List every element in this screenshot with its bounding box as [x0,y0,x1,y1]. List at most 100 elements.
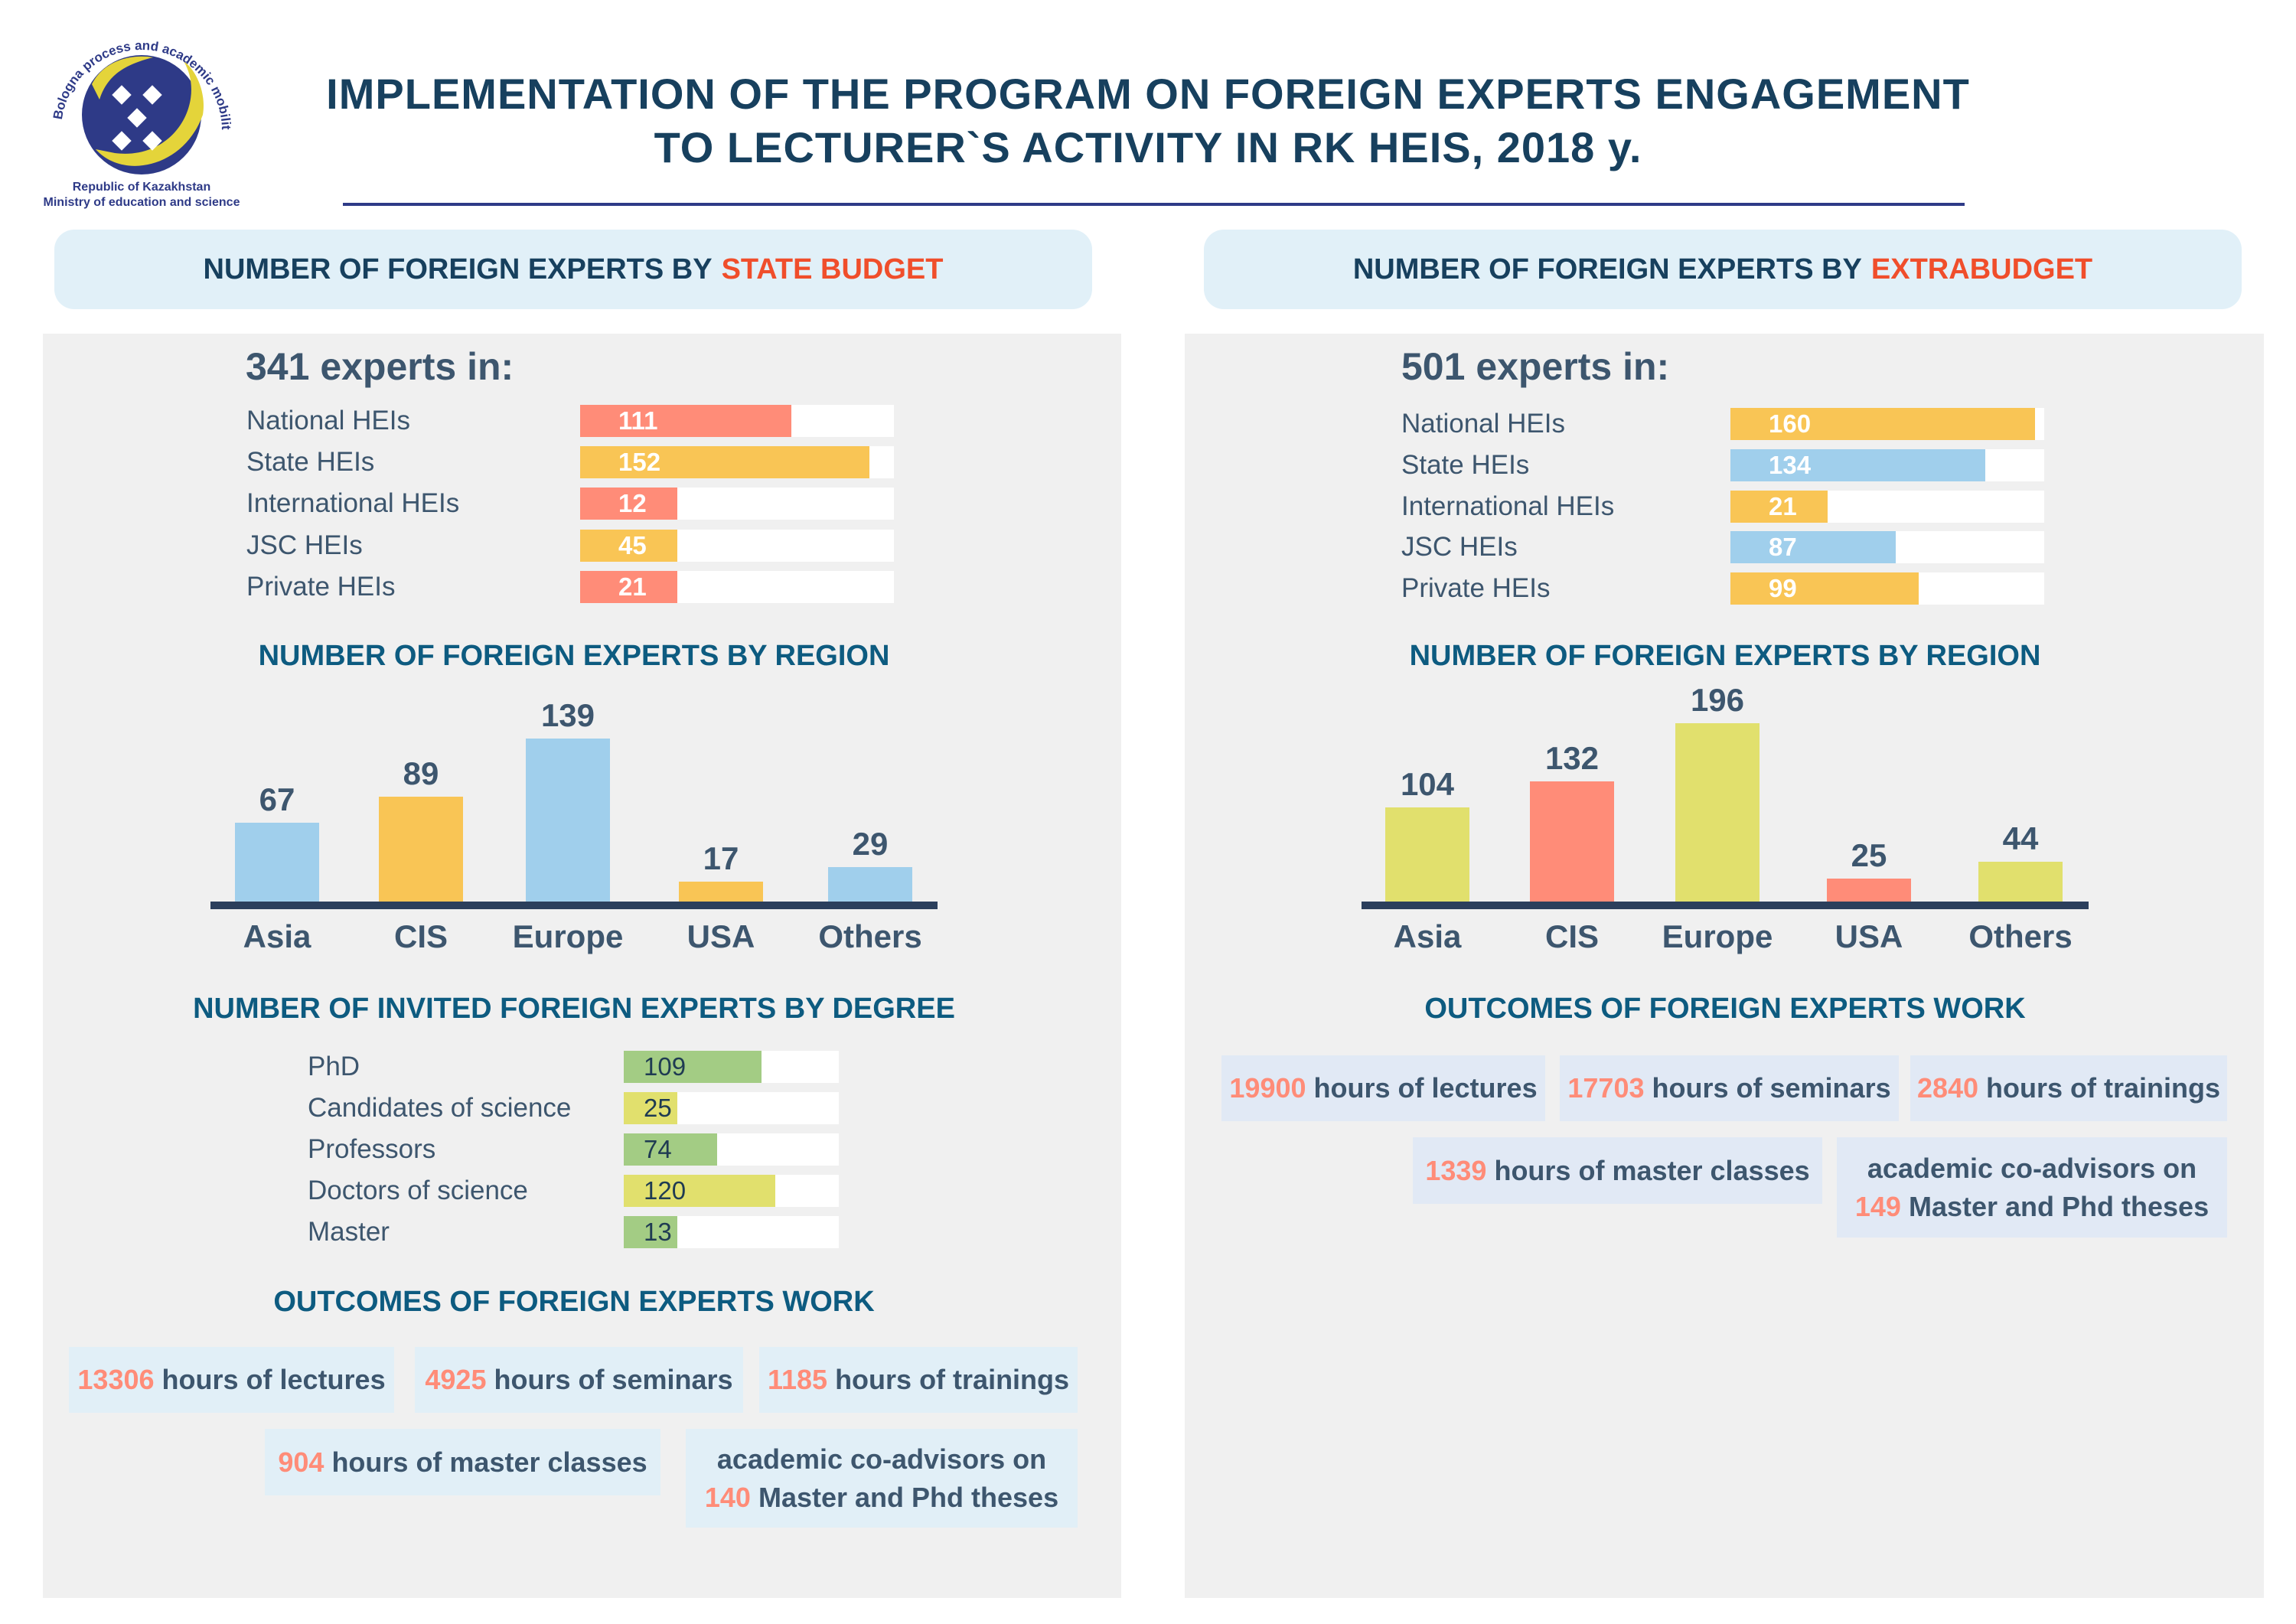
hei-label: Private HEIs [1401,573,1551,603]
outcome-card: 2840 hours of trainings [1910,1055,2227,1121]
outcome-text: hours of lectures [161,1364,386,1395]
hei-label: State HEIs [246,447,375,477]
degree-bar-track: 25 [624,1092,839,1124]
chart-axis [210,902,938,909]
degree-label: Candidates of science [308,1093,572,1123]
category-label: Europe [512,918,624,954]
hei-bar-fill: 134 [1730,449,1985,481]
state-region-title: NUMBER OF FOREIGN EXPERTS BY REGION [258,640,890,672]
degree-title: NUMBER OF INVITED FOREIGN EXPERTS BY DEG… [193,993,955,1025]
state-total: 341 experts in: [246,345,514,388]
category-label: Asia [1393,918,1462,954]
hei-label: State HEIs [1401,450,1530,480]
chart-bar [1978,861,2063,902]
heading-prefix: NUMBER OF FOREIGN EXPERTS BY [1352,253,1862,285]
outcome-text: hours of master classes [1494,1154,1810,1186]
hei-bar-fill: 21 [1730,491,1828,523]
outcome-number: 1185 [767,1364,828,1395]
outcome-text: hours of trainings [835,1364,1070,1395]
extra-total: 501 experts in: [1401,345,1670,388]
outcome-text: Master and Phd theses [758,1481,1059,1513]
outcome-card: academic co-advisors on 149 Master and Ph… [1837,1137,2227,1238]
hei-bar-track: 21 [1730,491,2044,523]
outcome-number: 2840 [1916,1072,1979,1104]
category-label: Europe [1662,918,1773,954]
degree-bar-fill: 120 [624,1175,776,1207]
hei-bar-fill: 152 [580,446,869,478]
chart-axis [1362,902,2089,909]
category-label: Others [818,918,922,954]
outcome-card: 1339 hours of master classes [1413,1137,1822,1204]
title-divider [343,203,1965,206]
degree-label: Professors [308,1134,436,1164]
hei-label: National HEIs [246,406,410,435]
chart-bar [526,738,610,902]
outcome-card: 1185 hours of trainings [759,1347,1078,1413]
hei-bar-track: 99 [1730,572,2044,605]
degree-bar-track: 120 [624,1175,839,1207]
degree-bar-fill: 109 [624,1051,762,1083]
chart-bar [379,797,463,902]
logo: Bologna process and academic mobility ce… [27,4,253,222]
hei-label: JSC HEIs [246,530,363,560]
extra-outcomes-title: OUTCOMES OF FOREIGN EXPERTS WORK [1424,993,2026,1025]
hei-bar-track: 21 [580,571,894,603]
chart-bar [1675,723,1760,902]
outcome-text: hours of lectures [1313,1072,1538,1104]
logo-emblem-icon: Bologna process and academic mobility ce… [27,4,233,174]
page-title-line-2: TO LECTURER`S ACTIVITY IN RK HEIS, 2018 … [654,123,1642,171]
outcome-text: Master and Phd theses [1908,1190,2210,1222]
bar-value-label: 29 [852,826,889,863]
hei-bar-fill: 21 [580,571,677,603]
chart-bar [235,823,319,902]
hei-label: Private HEIs [246,572,396,602]
bar-value-label: 67 [259,781,295,818]
outcome-number: 4925 [425,1364,487,1395]
state-outcomes-title: OUTCOMES OF FOREIGN EXPERTS WORK [273,1286,875,1318]
outcome-number: 19900 [1229,1072,1306,1104]
bar-value-label: 196 [1690,682,1745,719]
logo-caption-1: Republic of Kazakhstan [72,181,211,194]
outcome-number: 17703 [1567,1072,1645,1104]
category-label: Asia [243,918,311,954]
hei-bar-track: 134 [1730,449,2044,481]
heading-prefix: NUMBER OF FOREIGN EXPERTS BY [203,253,713,285]
degree-label: Doctors of science [308,1176,528,1205]
bar-value-label: 132 [1544,740,1600,777]
bar-value-label: 104 [1400,765,1455,802]
bar-value-label: 17 [703,840,739,876]
state-budget-heading: NUMBER OF FOREIGN EXPERTS BY STATE BUDGET [54,230,1092,309]
heading-accent: STATE BUDGET [721,253,944,285]
hei-bar-track: 12 [580,488,894,520]
hei-label: International HEIs [246,488,460,518]
outcome-number: 1339 [1425,1154,1487,1186]
chart-bar [1530,781,1614,902]
degree-bar-track: 109 [624,1051,839,1083]
chart-bar [679,881,763,902]
outcome-text: hours of master classes [331,1446,647,1478]
extrabudget-heading: NUMBER OF FOREIGN EXPERTS BY EXTRABUDGET [1204,230,2242,309]
hei-bar-fill: 111 [580,405,791,437]
outcome-card: 19900 hours of lectures [1221,1055,1545,1121]
degree-bar-fill: 74 [624,1133,718,1166]
hei-label: National HEIs [1401,409,1565,439]
category-label: USA [687,918,755,954]
degree-bar-fill: 25 [624,1092,677,1124]
heading-accent: EXTRABUDGET [1870,253,2093,285]
category-label: USA [1835,918,1903,954]
outcome-card: 13306 hours of lectures [69,1347,394,1413]
logo-caption-2: Ministry of education and science [43,196,240,209]
outcome-card: academic co-advisors on 140 Master and Ph… [686,1429,1078,1528]
outcome-number: 904 [278,1446,325,1478]
extrabudget-panel [1185,334,2264,1598]
degree-label: PhD [308,1052,360,1081]
hei-label: International HEIs [1401,491,1615,521]
outcome-number: 140 [704,1481,751,1513]
bar-value-label: 25 [1851,837,1887,874]
hei-bar-track: 45 [580,530,894,562]
outcome-number: 13306 [77,1364,155,1395]
hei-bar-track: 111 [580,405,894,437]
hei-bar-fill: 160 [1730,408,2035,440]
extra-region-title: NUMBER OF FOREIGN EXPERTS BY REGION [1409,640,2041,672]
bar-value-label: 89 [403,755,439,792]
